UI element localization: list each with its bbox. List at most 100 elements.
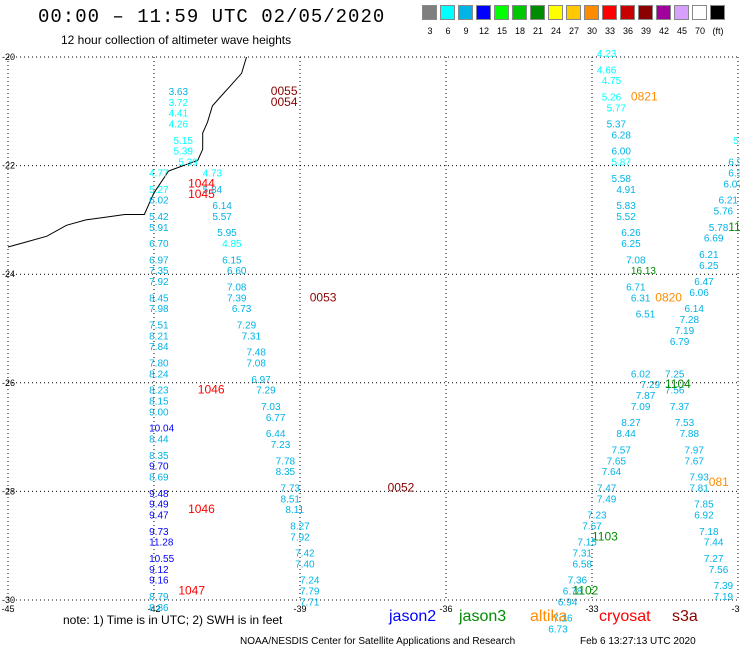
color-scale-label: 9	[463, 26, 469, 36]
credit-text: NOAA/NESDIS Center for Satellite Applica…	[240, 636, 516, 647]
wave-height-value: 8.45	[149, 293, 169, 304]
wave-height-value: 7.88	[680, 429, 700, 440]
wave-height-value: 6.73	[232, 304, 252, 315]
wave-height-value: 6.21	[699, 250, 719, 261]
wave-height-value: 4.73	[203, 168, 223, 179]
wave-height-value: 8.51	[281, 494, 301, 505]
wave-height-value: 6.26	[621, 228, 641, 239]
wave-height-value: 7.39	[227, 293, 247, 304]
wave-height-value: 6.92	[728, 158, 740, 169]
color-scale-label: (ft)	[712, 26, 724, 36]
wave-height-value: 5.84	[203, 185, 223, 196]
wave-height-value: 7.79	[300, 587, 320, 598]
wave-height-value: 8.11	[285, 505, 304, 516]
pass-time-label: 1103	[592, 529, 618, 543]
wave-height-value: 7.19	[675, 326, 695, 337]
color-scale-label: 12	[478, 26, 489, 36]
wave-height-value: 6.31	[631, 293, 651, 304]
wave-height-value: 6.15	[222, 255, 242, 266]
wave-height-value: 5.15	[173, 136, 193, 147]
wave-height-value: 7.71	[300, 597, 320, 608]
wave-height-value: 10.55	[149, 554, 174, 565]
wave-height-value: 9.73	[149, 527, 169, 538]
wave-height-value: 6.25	[621, 239, 641, 250]
color-swatch	[548, 5, 563, 20]
color-scale-label: 30	[586, 26, 597, 36]
wave-height-value: 6.44	[266, 429, 286, 440]
color-scale-label: 24	[550, 26, 561, 36]
wave-height-value: 6.60	[227, 266, 247, 277]
wave-height-value: 5.74	[733, 136, 740, 147]
wave-height-value: 8.27	[621, 418, 641, 429]
map-subtitle: 12 hour collection of altimeter wave hei…	[61, 33, 292, 47]
wave-height-value: 7.84	[149, 342, 169, 353]
latitude-label: -26	[2, 378, 15, 388]
wave-height-value: 7.44	[704, 538, 724, 549]
color-swatch	[602, 5, 617, 20]
pass-time-label: 1045	[188, 187, 215, 201]
wave-height-value: 7.97	[684, 445, 704, 456]
wave-height-value: 8.23	[149, 386, 169, 397]
wave-height-value: 8.44	[616, 429, 636, 440]
wave-height-value: 7.25	[665, 369, 685, 380]
color-scale-label: 42	[658, 26, 669, 36]
wave-height-value: 6.70	[149, 239, 169, 250]
wave-height-value: 9.00	[149, 407, 169, 418]
pass-time-label: 0054	[271, 95, 298, 109]
wave-height-value: 8.24	[149, 369, 169, 380]
wave-height-value: 5.27	[149, 185, 169, 196]
pass-time-label: 1044	[188, 176, 215, 190]
wave-height-value: 6.02	[631, 369, 651, 380]
wave-height-value: 6.47	[694, 277, 714, 288]
satellite-legend-jason2: jason2	[389, 608, 437, 625]
pass-time-label: 1047	[178, 584, 205, 598]
wave-height-value: 10.04	[149, 424, 174, 435]
satellite-legend-s3a: s3a	[672, 608, 698, 625]
wave-height-value: 5.78	[709, 223, 729, 234]
wave-height-value: 6.97	[149, 255, 169, 266]
wave-height-value: 4.41	[169, 109, 189, 120]
pass-time-label: 081	[709, 475, 729, 489]
coastline	[7, 56, 247, 248]
wave-height-value: 7.57	[611, 445, 631, 456]
color-swatch	[674, 5, 689, 20]
color-scale-label: 45	[676, 26, 687, 36]
latitude-label: -24	[2, 269, 15, 279]
wave-height-value: 7.36	[568, 576, 588, 587]
wave-height-value: 5.83	[616, 201, 636, 212]
color-swatch	[512, 5, 527, 20]
wave-height-value: 5.52	[616, 212, 636, 223]
longitude-label: -36	[439, 604, 452, 614]
wave-height-value: 4.77	[149, 168, 169, 179]
wave-height-value: 6.14	[212, 201, 232, 212]
wave-height-value: 5.91	[149, 223, 169, 234]
wave-height-value: 7.51	[149, 321, 169, 332]
satellite-legend-jason3: jason3	[459, 608, 507, 625]
longitude-label: -30	[731, 604, 740, 614]
wave-height-value: 7.64	[602, 467, 622, 478]
wave-height-value: 6.35	[728, 168, 740, 179]
wave-height-value: 6.69	[704, 234, 724, 245]
wave-height-value: 8.69	[149, 473, 169, 484]
wave-height-value: 7.23	[271, 440, 291, 451]
satellite-legend-altika: altika	[530, 608, 568, 625]
wave-height-value: 4.91	[616, 185, 636, 196]
color-swatch	[458, 5, 473, 20]
color-scale-label: 21	[532, 26, 543, 36]
wave-height-value: 16.13	[631, 266, 656, 277]
longitude-label: -42	[147, 604, 160, 614]
latitude-label: -22	[2, 161, 15, 171]
wave-height-value: 8.44	[149, 435, 169, 446]
wave-height-value: 9.49	[149, 500, 169, 511]
color-swatch	[692, 5, 707, 20]
wave-height-value: 5.57	[212, 212, 232, 223]
pass-time-label: 0821	[631, 89, 658, 103]
wave-height-value: 7.08	[227, 282, 247, 293]
wave-height-value: 6.58	[573, 559, 593, 570]
wave-height-value: 7.87	[636, 391, 656, 402]
wave-height-value: 7.56	[709, 565, 729, 576]
wave-height-value: 7.24	[300, 576, 320, 587]
wave-height-value: 5.95	[217, 228, 237, 239]
pass-time-label: 0053	[310, 290, 337, 304]
wave-height-value: 7.37	[670, 402, 690, 413]
